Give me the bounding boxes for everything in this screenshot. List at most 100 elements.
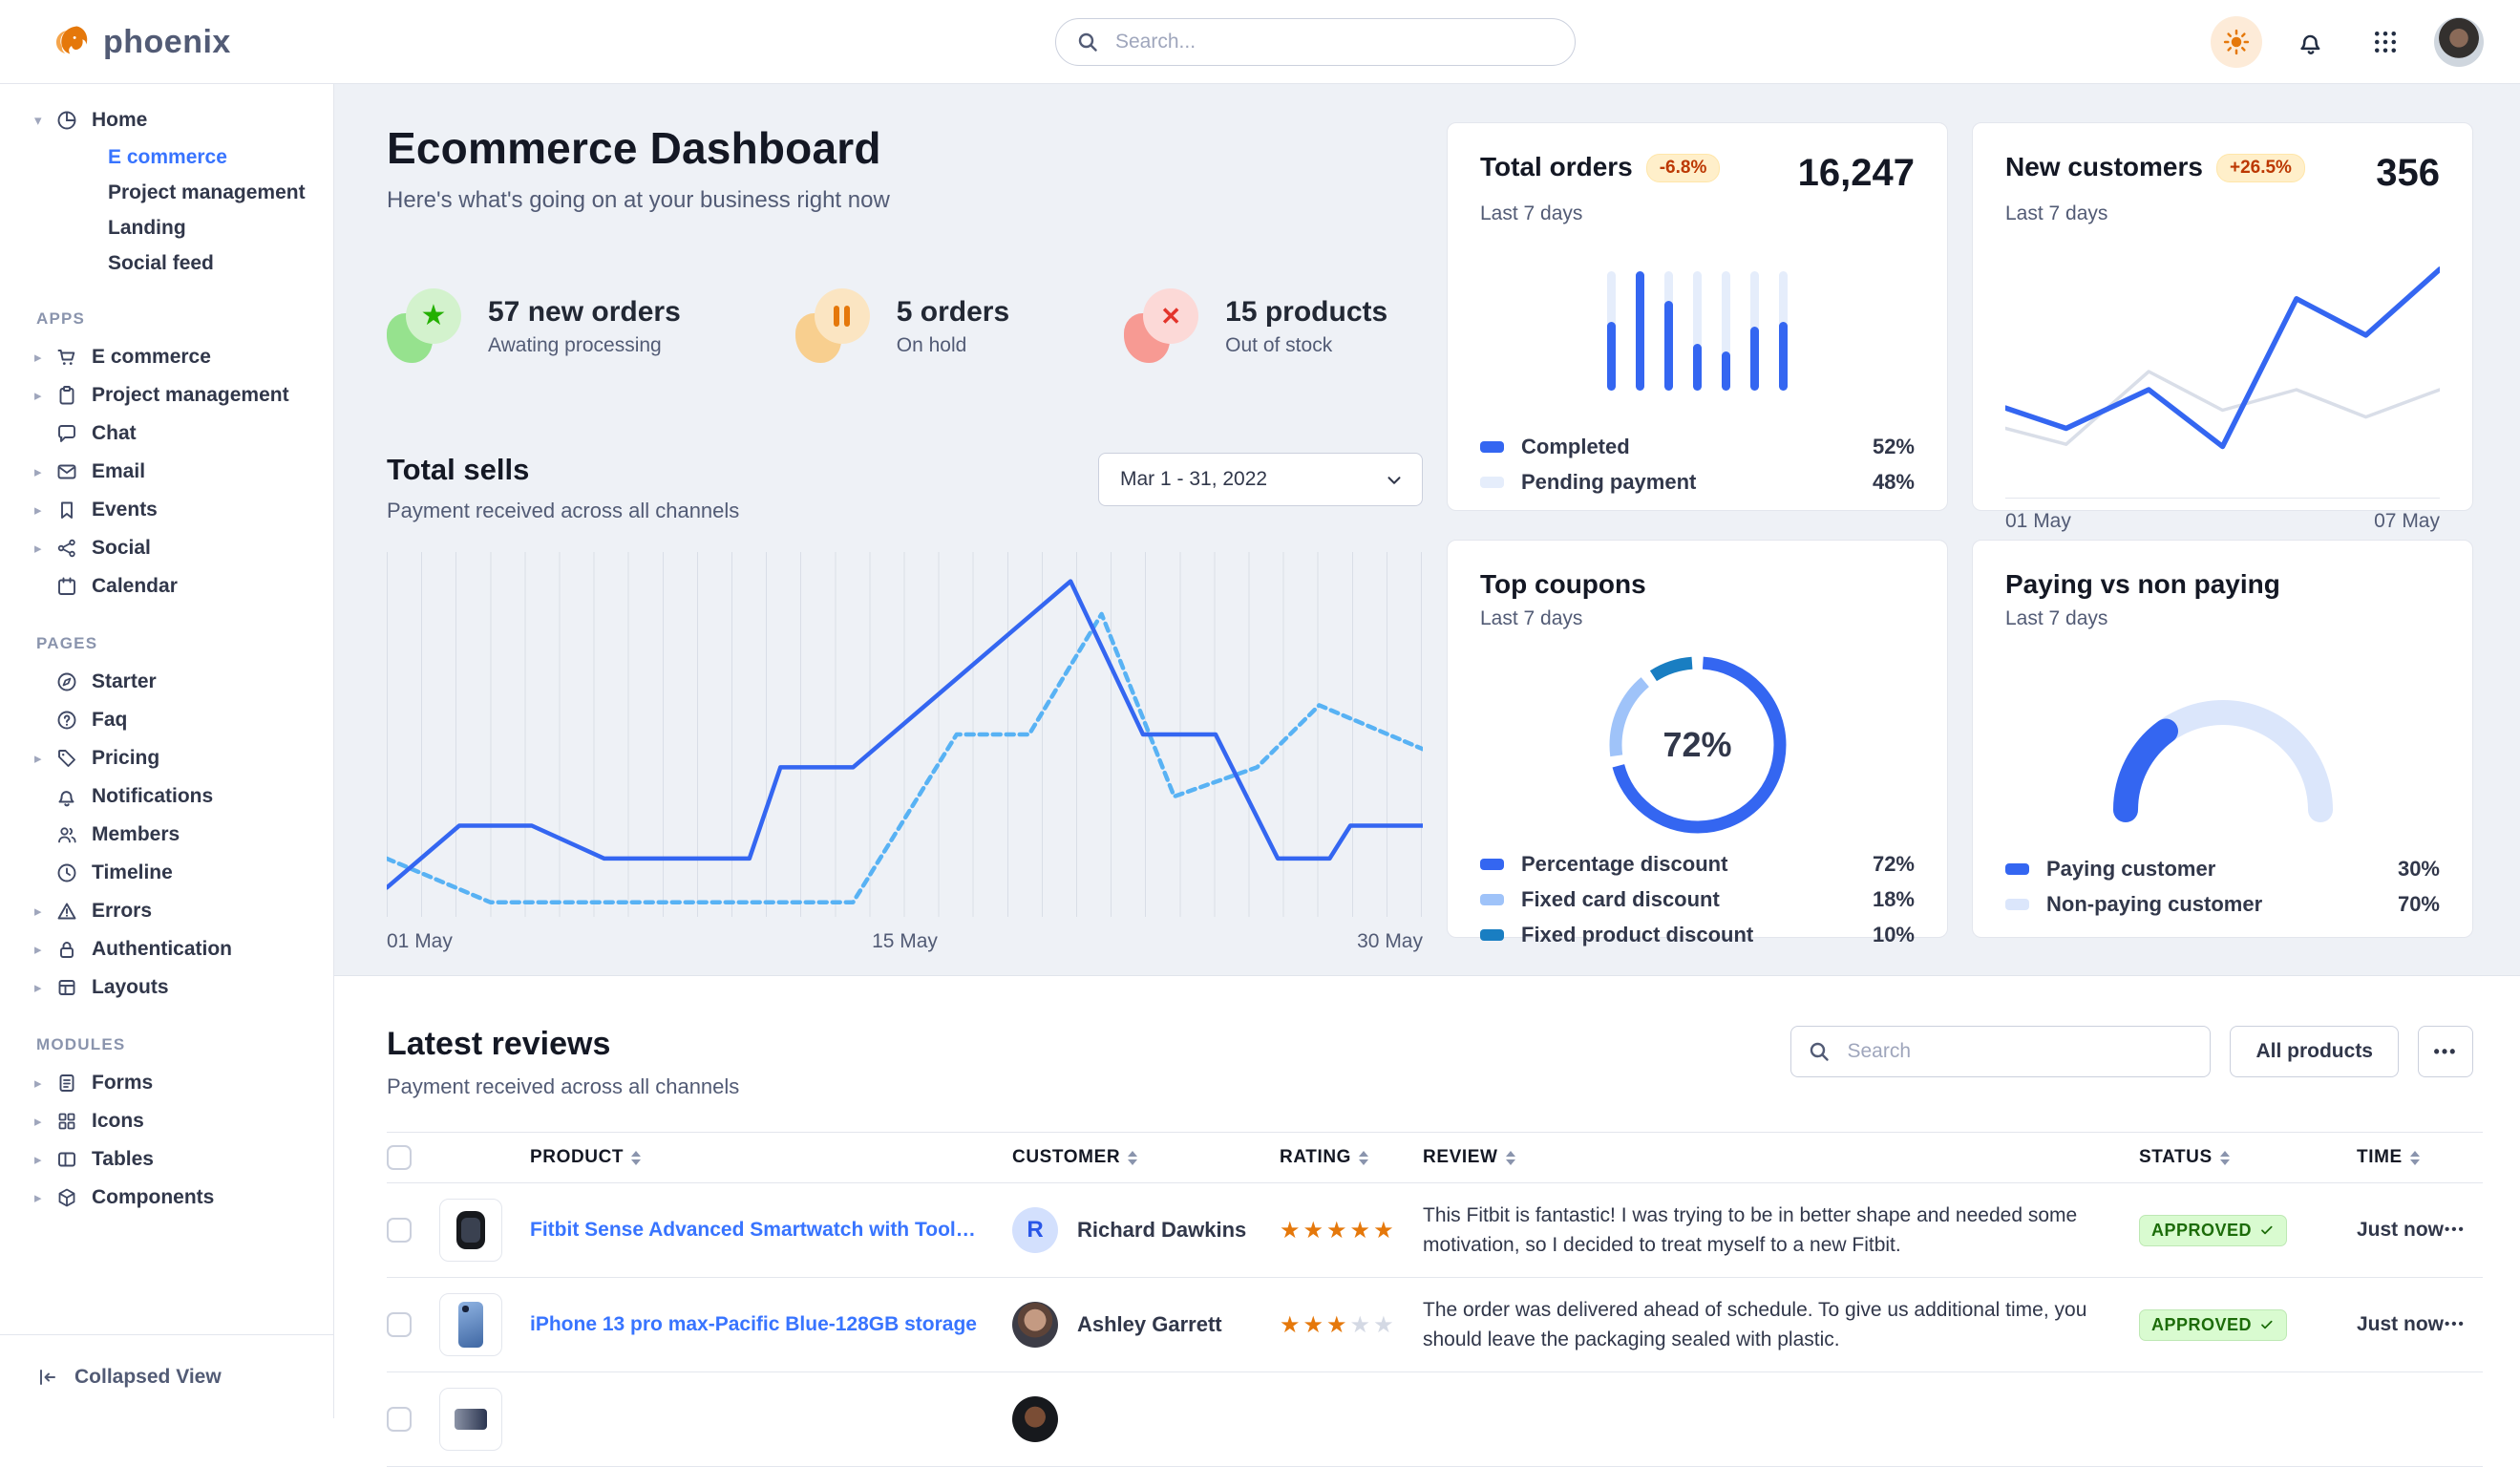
sidebar-item-social[interactable]: ▸Social [0, 529, 333, 567]
line-series-new-customers [2005, 269, 2440, 447]
sidebar-item-label: Notifications [92, 785, 213, 808]
sidebar-subitem-project-management[interactable]: Project management [0, 175, 333, 210]
sidebar-item-starter[interactable]: Starter [0, 663, 333, 701]
help-icon [55, 709, 92, 732]
sidebar-item-pricing[interactable]: ▸Pricing [0, 739, 333, 777]
apps-menu-button[interactable] [2360, 16, 2411, 68]
legend-swatch [1480, 859, 1504, 870]
sidebar-item-label: Layouts [92, 976, 169, 999]
star-filled-icon: ★ [1303, 1218, 1327, 1244]
sidebar-item-home[interactable]: ▾Home [0, 101, 333, 139]
clipboard-icon [55, 384, 92, 407]
star-icon: ★ [387, 288, 463, 365]
sort-header-product[interactable]: PRODUCT [530, 1147, 1012, 1168]
product-link[interactable]: iPhone 13 pro max-Pacific Blue-128GB sto… [530, 1313, 1012, 1336]
reviews-subtitle: Payment received across all channels [387, 1074, 739, 1099]
sidebar-item-label: Chat [92, 422, 137, 445]
dashboard-area: Ecommerce Dashboard Here's what's going … [334, 84, 2520, 976]
sort-header-status[interactable]: STATUS [2139, 1147, 2357, 1168]
sidebar-item-chat[interactable]: Chat [0, 415, 333, 453]
sidebar-item-label: Events [92, 499, 158, 521]
sidebar-item-icons[interactable]: ▸Icons [0, 1102, 333, 1140]
sidebar-item-notifications[interactable]: Notifications [0, 777, 333, 816]
status-badge: APPROVED [2139, 1309, 2287, 1341]
row-checkbox[interactable] [387, 1407, 412, 1432]
sidebar-item-tables[interactable]: ▸Tables [0, 1140, 333, 1179]
sidebar-item-label: Calendar [92, 575, 178, 598]
legend-label: Fixed product discount [1521, 923, 1753, 947]
sidebar-item-timeline[interactable]: Timeline [0, 854, 333, 892]
quick-stats: ★ 57 new orders Awating processing 5 ord… [387, 288, 1423, 365]
global-search-input[interactable] [1055, 18, 1576, 66]
sort-header-time[interactable]: TIME [2357, 1147, 2445, 1168]
sidebar-item-faq[interactable]: Faq [0, 701, 333, 739]
sidebar-item-project-management[interactable]: ▸Project management [0, 376, 333, 415]
sidebar-item-errors[interactable]: ▸Errors [0, 892, 333, 930]
reviews-search-input[interactable] [1790, 1026, 2211, 1077]
total-sells-chart: 01 May 15 May 30 May [387, 552, 1423, 953]
sort-header-rating[interactable]: RATING [1280, 1147, 1423, 1168]
sort-header-customer[interactable]: CUSTOMER [1012, 1147, 1280, 1168]
new-customers-value: 356 [2376, 152, 2440, 195]
row-menu-button[interactable]: ••• [2445, 1222, 2466, 1238]
sidebar-item-members[interactable]: Members [0, 816, 333, 854]
sidebar-item-events[interactable]: ▸Events [0, 491, 333, 529]
product-link[interactable]: Fitbit Sense Advanced Smartwatch with To… [530, 1219, 1012, 1242]
star-filled-icon: ★ [1373, 1218, 1397, 1244]
reviews-title: Latest reviews [387, 1026, 739, 1063]
all-products-button[interactable]: All products [2230, 1026, 2399, 1077]
order-bar-fill [1750, 327, 1759, 392]
pie-icon [55, 109, 92, 132]
share-icon [55, 537, 92, 560]
sidebar-item-calendar[interactable]: Calendar [0, 567, 333, 606]
new-customers-line-chart: 01 May 07 May [2005, 258, 2440, 533]
sidebar-item-layouts[interactable]: ▸Layouts [0, 968, 333, 1007]
sidebar-item-components[interactable]: ▸Components [0, 1179, 333, 1217]
iphone-image [458, 1302, 483, 1348]
collapsed-view-toggle[interactable]: Collapsed View [0, 1334, 333, 1418]
sidebar-subitem-landing[interactable]: Landing [0, 210, 333, 245]
sidebar-item-label: Email [92, 460, 145, 483]
select-all-checkbox[interactable] [387, 1145, 412, 1170]
brand-logo[interactable]: phoenix [50, 0, 231, 84]
customer-name: Richard Dawkins [1077, 1218, 1246, 1243]
theme-toggle-button[interactable] [2211, 16, 2262, 68]
order-bar-fill [1693, 344, 1702, 391]
reviews-more-button[interactable]: ••• [2418, 1026, 2473, 1077]
line-series-previous-period [2005, 372, 2440, 444]
sidebar-section-apps: APPS [0, 281, 333, 338]
sidebar-item-forms[interactable]: ▸Forms [0, 1064, 333, 1102]
caret-right-icon: ▸ [34, 750, 55, 767]
smartwatch-image [456, 1211, 485, 1249]
order-bar-fill [1636, 271, 1644, 391]
phoenix-logo-icon [50, 21, 92, 63]
caret-right-icon: ▸ [34, 903, 55, 920]
legend-label: Pending payment [1521, 470, 1696, 495]
stat-new-orders: ★ 57 new orders Awating processing [387, 288, 681, 365]
status-label: APPROVED [2151, 1221, 2252, 1241]
row-checkbox[interactable] [387, 1312, 412, 1337]
sort-header-review[interactable]: REVIEW [1423, 1147, 2139, 1168]
total-orders-card: Total orders -6.8% 16,247 Last 7 days Co… [1447, 122, 1948, 511]
sidebar-item-email[interactable]: ▸Email [0, 453, 333, 491]
order-bar-7 [1779, 271, 1788, 391]
notifications-button[interactable] [2285, 16, 2337, 68]
sidebar-subitem-e-commerce[interactable]: E commerce [0, 139, 333, 175]
review-time: Just now [2357, 1219, 2444, 1241]
row-menu-button[interactable]: ••• [2445, 1316, 2466, 1332]
user-avatar[interactable] [2434, 17, 2484, 67]
star-filled-icon: ★ [1280, 1312, 1303, 1338]
legend-label: Completed [1521, 435, 1630, 459]
star-empty-icon: ★ [1373, 1312, 1397, 1338]
star-filled-icon: ★ [1326, 1312, 1350, 1338]
product-image-shape [455, 1409, 487, 1430]
row-checkbox[interactable] [387, 1218, 412, 1243]
date-range-select[interactable]: Mar 1 - 31, 2022 [1098, 453, 1423, 506]
caret-right-icon: ▸ [34, 1074, 55, 1092]
sidebar-item-e-commerce[interactable]: ▸E commerce [0, 338, 333, 376]
sidebar-subitem-social-feed[interactable]: Social feed [0, 245, 333, 281]
sidebar-item-authentication[interactable]: ▸Authentication [0, 930, 333, 968]
